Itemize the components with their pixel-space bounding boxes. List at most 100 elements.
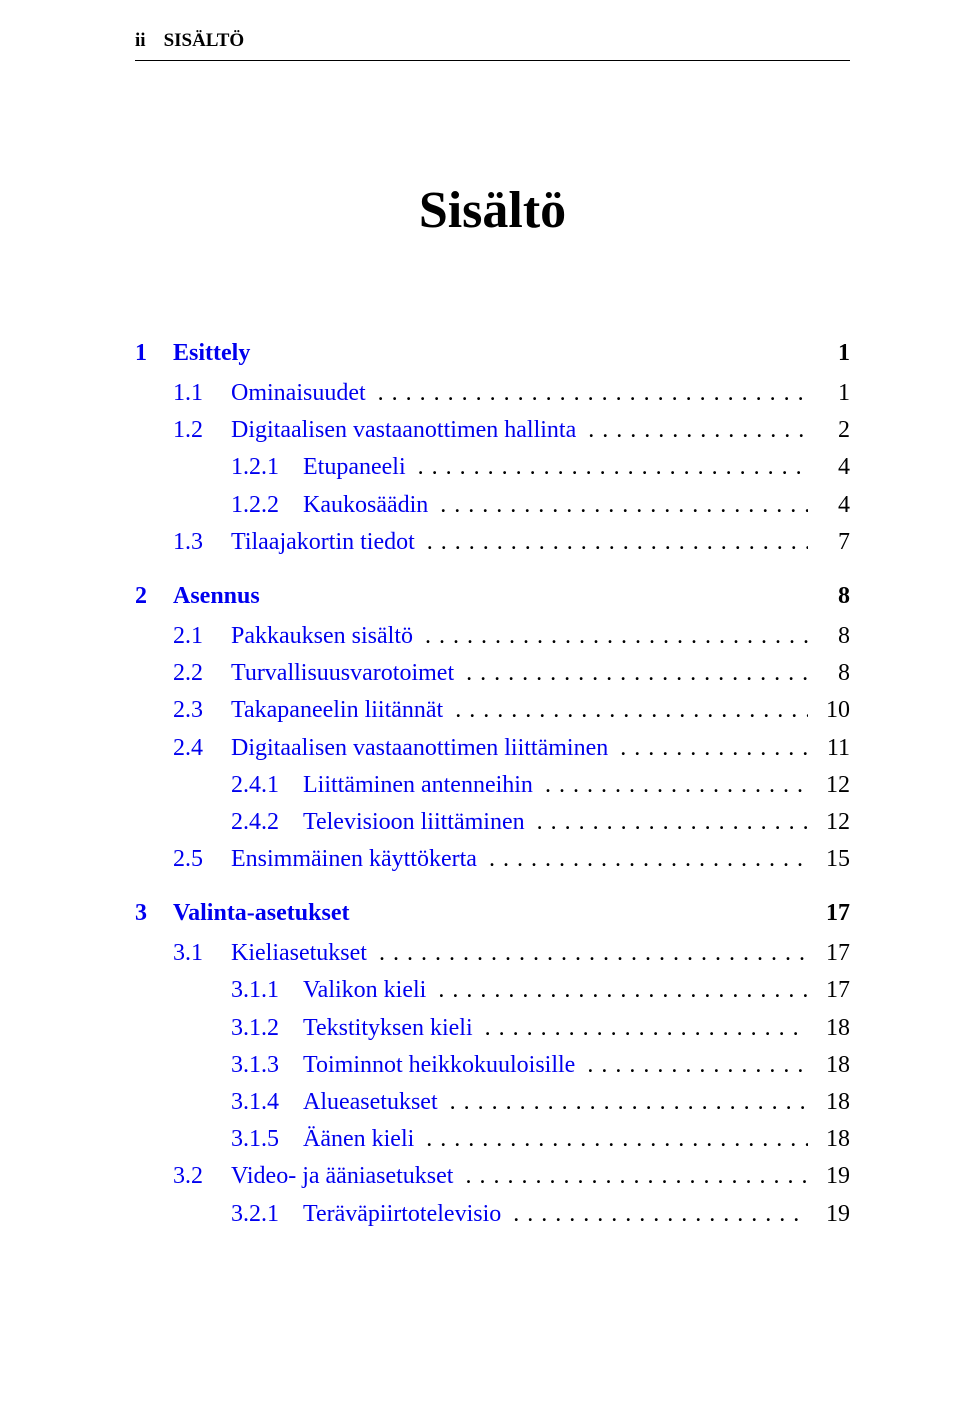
toc-label[interactable]: Valinta-asetukset (173, 900, 349, 927)
toc-page-number[interactable]: 8 (808, 618, 850, 655)
toc-leader-dots: ........................................… (453, 1158, 808, 1195)
toc-chapter: 1Esittely1 (135, 340, 850, 367)
toc-page-number[interactable]: 18 (808, 1121, 850, 1158)
toc-leader-dots: ........................................… (454, 655, 808, 692)
toc-number[interactable]: 1.3 (173, 524, 231, 561)
toc-label[interactable]: Video- ja ääniasetukset (231, 1158, 453, 1195)
toc-page-number[interactable]: 19 (808, 1196, 850, 1233)
toc-number[interactable]: 1.1 (173, 375, 231, 412)
toc-subsection: 1.2.1Etupaneeli.........................… (135, 449, 850, 486)
toc-page-number[interactable]: 8 (838, 583, 850, 610)
toc-chapter: 2Asennus 8 (135, 583, 850, 610)
toc-section: 2.2Turvallisuusvarotoimet...............… (135, 655, 850, 692)
toc-section: 2.5Ensimmäinen käyttökerta..............… (135, 841, 850, 878)
toc-page-number[interactable]: 11 (808, 730, 850, 767)
toc-label[interactable]: Televisioon liittäminen (303, 804, 525, 841)
toc-leader-dots: ........................................… (473, 1010, 808, 1047)
toc-spacer (250, 340, 838, 367)
toc-number[interactable]: 1.2.1 (231, 449, 303, 486)
toc-page-number[interactable]: 4 (808, 449, 850, 486)
toc-label[interactable]: Takapaneelin liitännät (231, 692, 443, 729)
toc-label[interactable]: Kaukosäädin (303, 487, 428, 524)
toc-leader-dots: ........................................… (414, 1121, 808, 1158)
toc-section: 3.2Video- ja ääniasetukset..............… (135, 1158, 850, 1195)
toc-label[interactable]: Digitaalisen vastaanottimen liittäminen (231, 730, 608, 767)
toc-page-number[interactable]: 19 (808, 1158, 850, 1195)
toc-page-number[interactable]: 4 (808, 487, 850, 524)
toc-leader-dots: ........................................… (366, 375, 808, 412)
toc-page-number[interactable]: 18 (808, 1010, 850, 1047)
toc-page-number[interactable]: 17 (808, 935, 850, 972)
toc-number[interactable]: 3.2 (173, 1158, 231, 1195)
toc-label[interactable]: Asennus (173, 583, 260, 610)
toc-label[interactable]: Ensimmäinen käyttökerta (231, 841, 477, 878)
toc-number[interactable]: 1.2.2 (231, 487, 303, 524)
toc-label[interactable]: Toiminnot heikkokuuloisille (303, 1047, 575, 1084)
toc-number[interactable]: 3.1 (173, 935, 231, 972)
toc-number[interactable]: 2.4 (173, 730, 231, 767)
toc-page-number[interactable]: 12 (808, 767, 850, 804)
toc-section: 1.2Digitaalisen vastaanottimen hallinta.… (135, 412, 850, 449)
toc-number[interactable]: 1.2 (173, 412, 231, 449)
toc-chapter: 3Valinta-asetukset 17 (135, 900, 850, 927)
toc-page-number[interactable]: 2 (808, 412, 850, 449)
toc-page-number[interactable]: 17 (808, 972, 850, 1009)
toc-page-number[interactable]: 15 (808, 841, 850, 878)
toc-label[interactable]: Liittäminen antenneihin (303, 767, 533, 804)
toc-label[interactable]: Turvallisuusvarotoimet (231, 655, 454, 692)
toc-label[interactable]: Esittely (173, 340, 250, 367)
toc-number[interactable]: 2.4.2 (231, 804, 303, 841)
toc-leader-dots: ........................................… (477, 841, 808, 878)
toc-number[interactable]: 2.1 (173, 618, 231, 655)
toc-label[interactable]: Teräväpiirtotelevisio (303, 1196, 501, 1233)
toc-label[interactable]: Pakkauksen sisältö (231, 618, 413, 655)
toc-label[interactable]: Äänen kieli (303, 1121, 414, 1158)
toc-leader-dots: ........................................… (608, 730, 808, 767)
toc-subsection: 3.2.1Teräväpiirtotelevisio..............… (135, 1196, 850, 1233)
toc-number[interactable]: 3.2.1 (231, 1196, 303, 1233)
toc-section: 2.4Digitaalisen vastaanottimen liittämin… (135, 730, 850, 767)
toc-label[interactable]: Kieliasetukset (231, 935, 367, 972)
toc-number[interactable]: 3.1.2 (231, 1010, 303, 1047)
toc-label[interactable]: Alueasetukset (303, 1084, 438, 1121)
toc-label[interactable]: Digitaalisen vastaanottimen hallinta (231, 412, 576, 449)
toc-number[interactable]: 2.2 (173, 655, 231, 692)
toc-label[interactable]: Tilaajakortin tiedot (231, 524, 415, 561)
toc-page-number[interactable]: 7 (808, 524, 850, 561)
toc-spacer (260, 583, 838, 610)
toc-number[interactable]: 3.1.4 (231, 1084, 303, 1121)
toc-number[interactable]: 3 (135, 900, 173, 927)
toc-page-number[interactable]: 12 (808, 804, 850, 841)
table-of-contents: 1Esittely11.1Ominaisuudet...............… (135, 340, 850, 1233)
toc-number[interactable]: 3.1.1 (231, 972, 303, 1009)
toc-page-number[interactable]: 17 (826, 900, 850, 927)
toc-page-number[interactable]: 18 (808, 1084, 850, 1121)
toc-number[interactable]: 3.1.3 (231, 1047, 303, 1084)
toc-subsection: 3.1.3Toiminnot heikkokuuloisille........… (135, 1047, 850, 1084)
toc-number[interactable]: 2.3 (173, 692, 231, 729)
toc-page-number[interactable]: 10 (808, 692, 850, 729)
toc-page-number[interactable]: 8 (808, 655, 850, 692)
toc-label[interactable]: Valikon kieli (303, 972, 426, 1009)
toc-subsection: 3.1.4Alueasetukset......................… (135, 1084, 850, 1121)
toc-spacer (349, 900, 826, 927)
toc-label[interactable]: Tekstityksen kieli (303, 1010, 473, 1047)
toc-page-number[interactable]: 18 (808, 1047, 850, 1084)
toc-subsection: 2.4.1Liittäminen antenneihin............… (135, 767, 850, 804)
toc-label[interactable]: Ominaisuudet (231, 375, 366, 412)
header-rule (135, 60, 850, 61)
toc-page-number[interactable]: 1 (808, 375, 850, 412)
toc-number[interactable]: 2.5 (173, 841, 231, 878)
toc-label[interactable]: Etupaneeli (303, 449, 406, 486)
toc-leader-dots: ........................................… (413, 618, 808, 655)
toc-subsection: 3.1.1Valikon kieli......................… (135, 972, 850, 1009)
page-numeral: ii (135, 30, 146, 52)
toc-page-number[interactable]: 1 (838, 340, 850, 367)
toc-number[interactable]: 1 (135, 340, 173, 367)
toc-section: 2.3Takapaneelin liitännät...............… (135, 692, 850, 729)
toc-section: 2.1Pakkauksen sisältö...................… (135, 618, 850, 655)
toc-number[interactable]: 3.1.5 (231, 1121, 303, 1158)
toc-number[interactable]: 2 (135, 583, 173, 610)
toc-subsection: 3.1.2Tekstityksen kieli.................… (135, 1010, 850, 1047)
toc-number[interactable]: 2.4.1 (231, 767, 303, 804)
